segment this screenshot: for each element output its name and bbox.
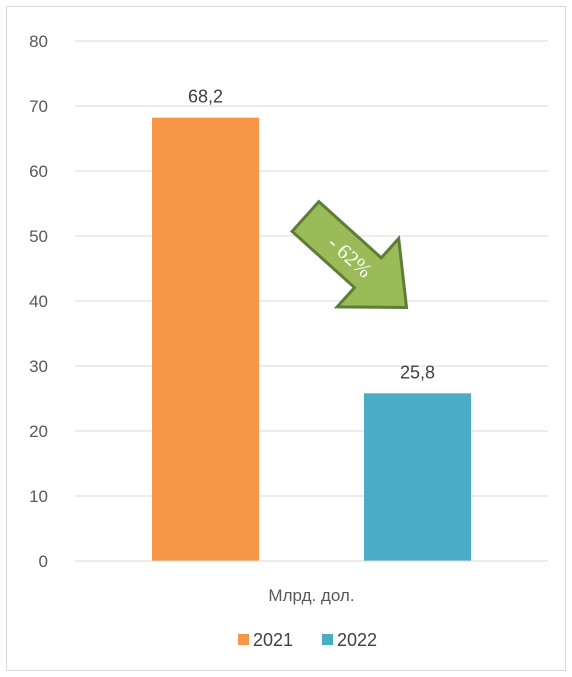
- y-axis-tick-labels: 0 10 20 30 40 50 60 70 80: [29, 32, 48, 571]
- y-tick-label: 70: [29, 97, 48, 116]
- legend-label-2022: 2022: [337, 630, 377, 650]
- chart-frame: [6, 6, 566, 671]
- category-label: Млрд. дол.: [268, 586, 354, 605]
- legend-swatch-2022: [322, 634, 333, 645]
- data-labels: 68,2 25,8: [188, 87, 435, 383]
- data-label-2022: 25,8: [400, 362, 435, 382]
- bar-2021: [152, 117, 259, 561]
- decrease-arrow-shape: [289, 199, 409, 310]
- y-tick-label: 80: [29, 32, 48, 51]
- legend: 2021 2022: [238, 630, 377, 650]
- decrease-arrow-annotation: - 62%: [289, 199, 409, 310]
- y-tick-label: 50: [29, 227, 48, 246]
- y-tick-label: 0: [39, 552, 48, 571]
- y-tick-label: 10: [29, 487, 48, 506]
- bar-2022: [364, 393, 471, 561]
- y-tick-label: 40: [29, 292, 48, 311]
- y-tick-label: 30: [29, 357, 48, 376]
- y-tick-label: 60: [29, 162, 48, 181]
- data-label-2021: 68,2: [188, 87, 223, 107]
- legend-label-2021: 2021: [253, 630, 293, 650]
- legend-swatch-2021: [238, 634, 249, 645]
- bars: [152, 117, 471, 561]
- y-tick-label: 20: [29, 422, 48, 441]
- gridlines: [75, 40, 548, 497]
